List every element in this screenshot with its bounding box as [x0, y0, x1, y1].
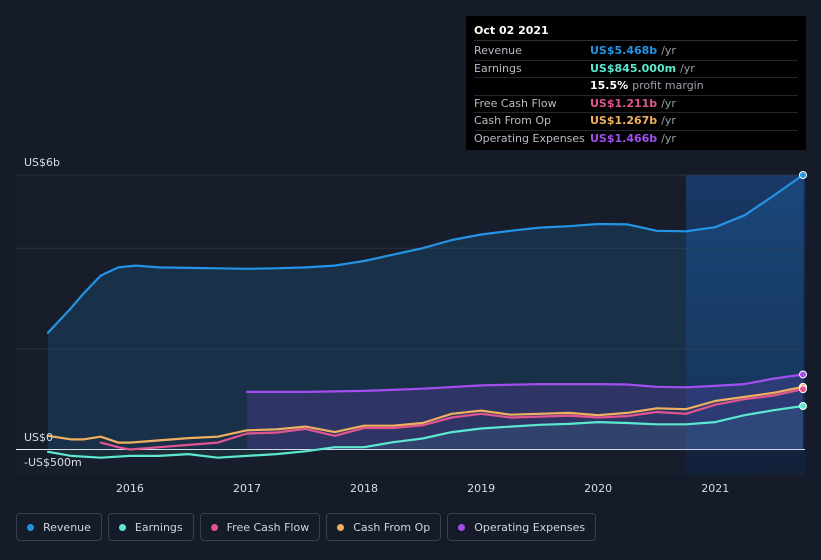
- tooltip-label: Cash From Op: [474, 114, 552, 127]
- tooltip-date: Oct 02 2021: [474, 22, 798, 41]
- tooltip-label: Revenue: [474, 44, 522, 57]
- tooltip-unit: profit margin: [632, 79, 704, 92]
- tooltip-row-earnings: Earnings US$845.000m /yr: [474, 61, 798, 78]
- legend-dot-icon: [458, 523, 466, 531]
- end-marker-revenue: [799, 171, 807, 179]
- tooltip-row-revenue: Revenue US$5.468b /yr: [474, 43, 798, 61]
- tooltip-label: [474, 78, 590, 95]
- legend-item-operating-expenses[interactable]: Operating Expenses: [447, 513, 597, 541]
- tooltip-unit: /yr: [680, 61, 695, 75]
- x-tick-label: 2019: [467, 482, 495, 495]
- series-lines: [46, 173, 805, 459]
- tooltip-value: US$1.211b: [590, 96, 658, 110]
- line-revenue: [46, 173, 805, 334]
- end-marker-operating-expenses: [799, 370, 807, 379]
- tooltip-value: US$1.267b: [590, 114, 658, 127]
- x-tick-label: 2016: [116, 482, 144, 495]
- legend-dot-icon: [337, 523, 345, 531]
- tooltip-row-free-cash-flow: Free Cash Flow US$1.211b /yr: [474, 96, 798, 113]
- y-tick-label: US$0: [24, 431, 53, 444]
- legend-item-free-cash-flow[interactable]: Free Cash Flow: [199, 513, 321, 541]
- end-marker-free-cash-flow: [799, 385, 807, 394]
- y-axis-labels: US$6b US$0 -US$500m: [24, 156, 82, 469]
- tooltip-value: US$1.466b: [590, 131, 658, 145]
- area-revenue: [48, 175, 803, 450]
- legend-label: Free Cash Flow: [226, 520, 310, 534]
- tooltip-value: 15.5%: [590, 79, 629, 92]
- legend: Revenue Earnings Free Cash Flow Cash Fro…: [16, 513, 597, 541]
- tooltip-unit: /yr: [661, 114, 676, 127]
- tooltip-row-profit-margin: 15.5% profit margin: [474, 78, 798, 96]
- legend-item-revenue[interactable]: Revenue: [16, 513, 102, 541]
- legend-item-earnings[interactable]: Earnings: [107, 513, 194, 541]
- tooltip-value: US$5.468b: [590, 44, 658, 57]
- tooltip-row-cash-from-op: Cash From Op US$1.267b /yr: [474, 113, 798, 131]
- legend-dot-icon: [210, 523, 218, 531]
- legend-label: Earnings: [134, 520, 183, 534]
- tooltip-panel: Oct 02 2021 Revenue US$5.468b /yr Earnin…: [466, 16, 806, 150]
- legend-dot-icon: [118, 523, 126, 531]
- x-tick-label: 2018: [350, 482, 378, 495]
- area-earnings: [48, 406, 803, 458]
- legend-label: Cash From Op: [353, 520, 431, 534]
- end-marker-earnings: [799, 402, 807, 411]
- x-tick-label: 2021: [701, 482, 729, 495]
- tooltip-value: US$845.000m: [590, 61, 677, 75]
- legend-item-cash-from-op[interactable]: Cash From Op: [326, 513, 442, 541]
- tooltip-unit: /yr: [661, 96, 676, 110]
- highlight-region: [685, 175, 805, 475]
- tooltip-row-operating-expenses: Operating Expenses US$1.466b /yr: [474, 131, 798, 148]
- y-tick-label: US$6b: [24, 156, 60, 169]
- tooltip-unit: /yr: [661, 44, 676, 57]
- series-areas: [48, 175, 803, 458]
- line-operating-expenses: [245, 373, 805, 393]
- x-tick-label: 2017: [233, 482, 261, 495]
- line-earnings: [46, 404, 805, 459]
- x-tick-label: 2020: [584, 482, 612, 495]
- y-tick-label: -US$500m: [24, 456, 82, 469]
- tooltip-label: Earnings: [474, 61, 522, 75]
- legend-dot-icon: [27, 523, 34, 531]
- series-end-markers: [799, 171, 807, 411]
- area-operating-expenses: [247, 374, 803, 450]
- gridlines: [16, 174, 805, 450]
- tooltip-label: Free Cash Flow: [474, 96, 557, 110]
- legend-label: Operating Expenses: [474, 520, 586, 534]
- line-free-cash-flow: [99, 388, 805, 451]
- legend-label: Revenue: [43, 520, 91, 534]
- tooltip-label: Operating Expenses: [474, 131, 585, 145]
- line-cash-from-op: [46, 385, 805, 444]
- tooltip-unit: /yr: [661, 131, 676, 145]
- x-axis-labels: 2016 2017 2018 2019 2020 2021: [116, 482, 729, 495]
